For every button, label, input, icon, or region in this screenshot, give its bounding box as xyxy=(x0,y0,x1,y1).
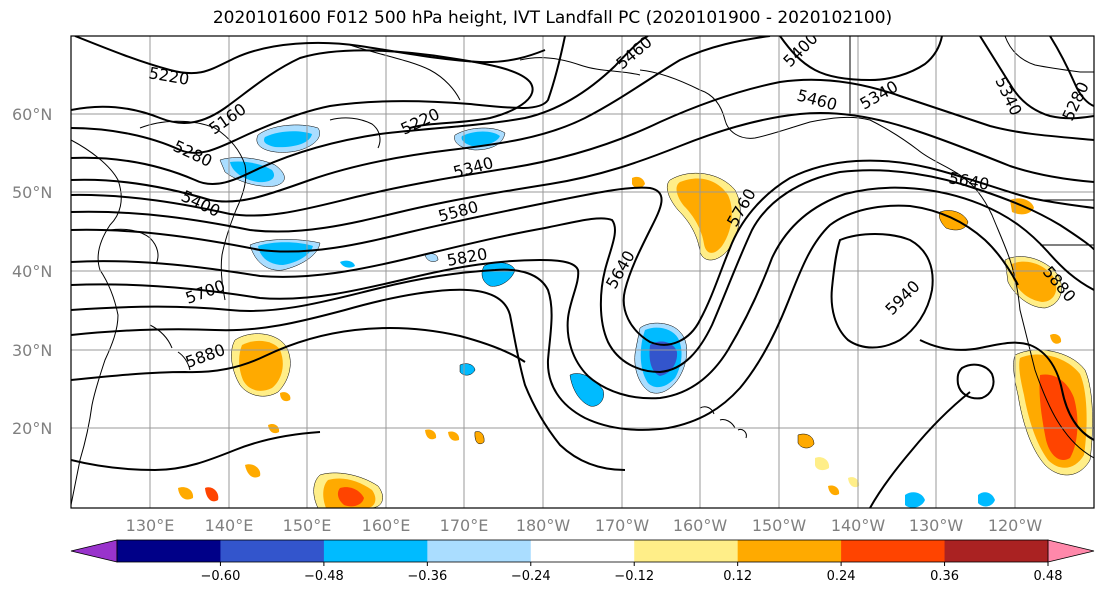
colorbar: −0.60 −0.48 −0.36 −0.24 −0.12 0.12 0.24 0.36 0.4… xyxy=(70,539,1095,584)
longitude-labels: 130°E 140°E 150°E 160°E 170°E 180°W 170°… xyxy=(126,516,1043,535)
lon-label: 130°W xyxy=(909,516,964,535)
colorbar-tick-label: 0.24 xyxy=(827,569,856,584)
lon-label: 170°W xyxy=(595,516,650,535)
colorbar-tick-label: 0.12 xyxy=(723,569,752,584)
coastlines xyxy=(71,36,1094,506)
lon-label: 160°W xyxy=(673,516,728,535)
colorbar-segment xyxy=(634,540,739,562)
colorbar-tick-label: 0.36 xyxy=(930,569,959,584)
colorbar-tick-label: −0.60 xyxy=(201,569,241,584)
colorbar-extend-right xyxy=(1047,539,1095,563)
colorbar-segment xyxy=(427,540,532,562)
lon-label: 130°E xyxy=(126,516,175,535)
lat-label: 50°N xyxy=(12,183,52,202)
colorbar-segment xyxy=(841,540,946,562)
lon-label: 140°W xyxy=(831,516,886,535)
lat-label: 60°N xyxy=(12,105,52,124)
lon-label: 160°E xyxy=(362,516,411,535)
colorbar-segment xyxy=(530,540,635,562)
gridlines xyxy=(71,36,1094,508)
colorbar-tick-label: −0.48 xyxy=(304,569,344,584)
lon-label: 150°E xyxy=(283,516,332,535)
lat-label: 30°N xyxy=(12,341,52,360)
colorbar-tick-label: −0.36 xyxy=(407,569,447,584)
plot-frame xyxy=(70,35,1095,509)
lon-label: 150°W xyxy=(752,516,807,535)
lat-label: 20°N xyxy=(12,419,52,438)
lon-label: 140°E xyxy=(205,516,254,535)
latitude-labels: 60°N 50°N 40°N 30°N 20°N xyxy=(12,105,52,438)
colorbar-segment xyxy=(323,540,428,562)
plot-area xyxy=(71,36,1094,508)
colorbar-segment xyxy=(944,540,1049,562)
colorbar-tick-label: 0.48 xyxy=(1034,569,1063,584)
colorbar-tick-label: −0.12 xyxy=(614,569,654,584)
colorbar-extend-left xyxy=(70,539,118,563)
colorbar-segment xyxy=(737,540,842,562)
lon-label: 180°W xyxy=(516,516,571,535)
lat-label: 40°N xyxy=(12,262,52,281)
colorbar-segment xyxy=(117,540,221,562)
colorbar-frame xyxy=(116,539,1049,563)
lon-label: 120°W xyxy=(988,516,1043,535)
height-contours xyxy=(71,36,1094,508)
colorbar-segment xyxy=(220,540,325,562)
colorbar-tick-label: −0.24 xyxy=(511,569,551,584)
map-title: 2020101600 F012 500 hPa height, IVT Land… xyxy=(212,8,893,28)
lon-label: 170°E xyxy=(440,516,489,535)
